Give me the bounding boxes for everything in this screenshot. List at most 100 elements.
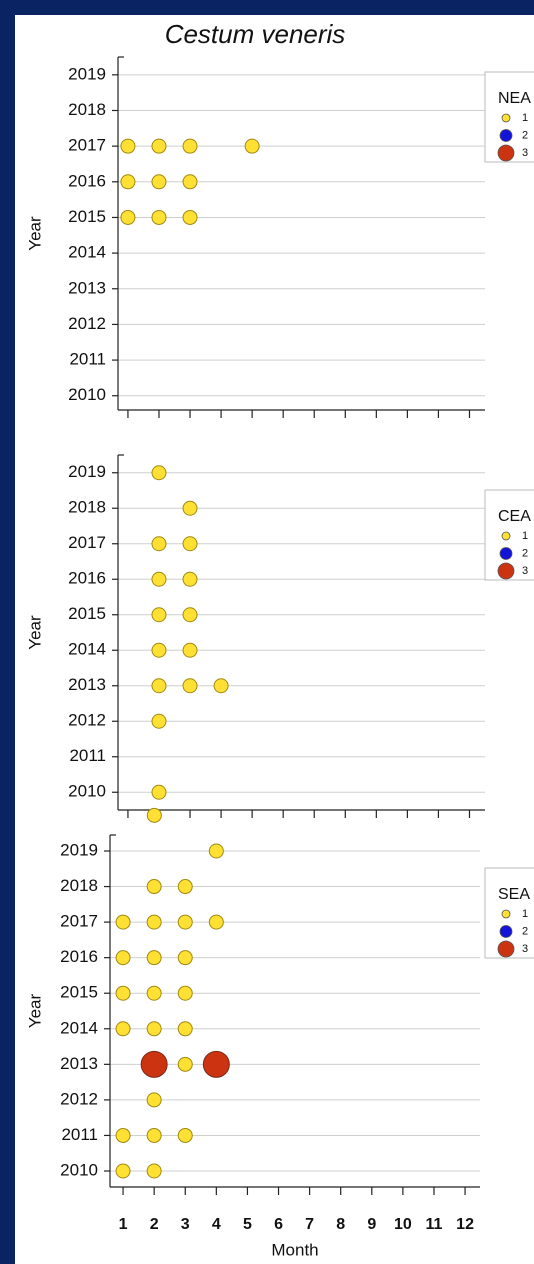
y-tick-label: 2012 [60, 1089, 98, 1108]
data-point [146, 1021, 162, 1037]
panel-background [15, 15, 534, 1264]
y-tick-label: 2015 [60, 983, 98, 1002]
data-point [177, 914, 193, 930]
data-point [115, 1163, 131, 1179]
data-point [146, 914, 162, 930]
y-tick-label: 2015 [68, 604, 106, 623]
data-point [146, 1127, 162, 1143]
y-tick-label: 2015 [68, 207, 106, 226]
legend-marker [501, 909, 511, 919]
data-point [151, 209, 167, 225]
data-point [213, 678, 229, 694]
data-point [146, 950, 162, 966]
y-tick-label: 2010 [68, 385, 106, 404]
legend-title: NEA [498, 90, 531, 107]
legend-marker [501, 113, 511, 123]
data-point [208, 843, 224, 859]
data-point [146, 1092, 162, 1108]
legend-label: 2 [522, 129, 528, 141]
x-tick-label: 7 [305, 1216, 314, 1233]
data-point [115, 1021, 131, 1037]
data-point [177, 1127, 193, 1143]
data-point [182, 138, 198, 154]
y-tick-label: 2019 [68, 462, 106, 481]
y-tick-label: 2011 [69, 746, 106, 765]
data-point [182, 500, 198, 516]
y-tick-label: 2018 [60, 876, 98, 895]
data-point [151, 784, 167, 800]
legend-label: 2 [522, 925, 528, 937]
y-tick-label: 2012 [68, 711, 106, 730]
data-point [146, 1163, 162, 1179]
legend-title: CEA [498, 508, 531, 525]
data-point [151, 174, 167, 190]
legend-label: 3 [522, 943, 528, 955]
y-tick-label: 2018 [68, 498, 106, 517]
data-point [182, 678, 198, 694]
legend-marker [497, 940, 515, 958]
y-axis-label: Year [25, 615, 44, 650]
data-point [182, 536, 198, 552]
data-point [208, 914, 224, 930]
y-tick-label: 2011 [61, 1125, 98, 1144]
data-point [182, 607, 198, 623]
data-point [177, 985, 193, 1001]
data-point [120, 138, 136, 154]
x-tick-label: 1 [119, 1216, 128, 1233]
data-point [151, 138, 167, 154]
data-point [151, 642, 167, 658]
y-tick-label: 2014 [68, 243, 106, 262]
legend-label: 3 [522, 147, 528, 159]
data-point [182, 571, 198, 587]
legend-label: 1 [522, 530, 528, 542]
y-tick-label: 2017 [60, 912, 98, 931]
x-tick-label: 4 [212, 1216, 221, 1233]
data-point [120, 209, 136, 225]
data-point [146, 807, 162, 823]
data-point [146, 985, 162, 1001]
y-tick-label: 2017 [68, 533, 106, 552]
y-tick-label: 2017 [68, 136, 106, 155]
x-axis-label: Month [271, 1240, 318, 1259]
x-tick-label: 10 [394, 1216, 412, 1233]
data-point [182, 174, 198, 190]
y-tick-label: 2018 [68, 100, 106, 119]
data-point [244, 138, 260, 154]
y-tick-label: 2014 [60, 1018, 98, 1037]
x-tick-label: 2 [150, 1216, 159, 1233]
data-point [146, 879, 162, 895]
y-tick-label: 2010 [60, 1160, 98, 1179]
data-point [177, 1056, 193, 1072]
y-tick-label: 2013 [68, 278, 106, 297]
y-tick-label: 2016 [68, 171, 106, 190]
data-point [151, 713, 167, 729]
data-point [115, 1127, 131, 1143]
data-point [182, 209, 198, 225]
data-point [151, 536, 167, 552]
data-point [140, 1050, 168, 1078]
legend-marker [499, 547, 513, 560]
y-tick-label: 2013 [60, 1054, 98, 1073]
y-tick-label: 2016 [68, 569, 106, 588]
x-tick-label: 12 [456, 1216, 474, 1233]
legend-title: SEA [498, 886, 530, 903]
y-tick-label: 2011 [69, 350, 106, 369]
legend-label: 1 [522, 112, 528, 124]
legend-marker [497, 562, 515, 580]
y-tick-label: 2016 [60, 947, 98, 966]
data-point [177, 1021, 193, 1037]
y-tick-label: 2014 [68, 640, 106, 659]
data-point [151, 678, 167, 694]
data-point [151, 571, 167, 587]
x-tick-label: 9 [367, 1216, 376, 1233]
data-point [115, 950, 131, 966]
x-tick-label: 5 [243, 1216, 252, 1233]
x-tick-label: 6 [274, 1216, 283, 1233]
chart-title: Cestum veneris [165, 19, 346, 49]
legend-label: 3 [522, 565, 528, 577]
legend-marker [499, 129, 513, 142]
y-tick-label: 2019 [60, 840, 98, 859]
data-point [177, 879, 193, 895]
